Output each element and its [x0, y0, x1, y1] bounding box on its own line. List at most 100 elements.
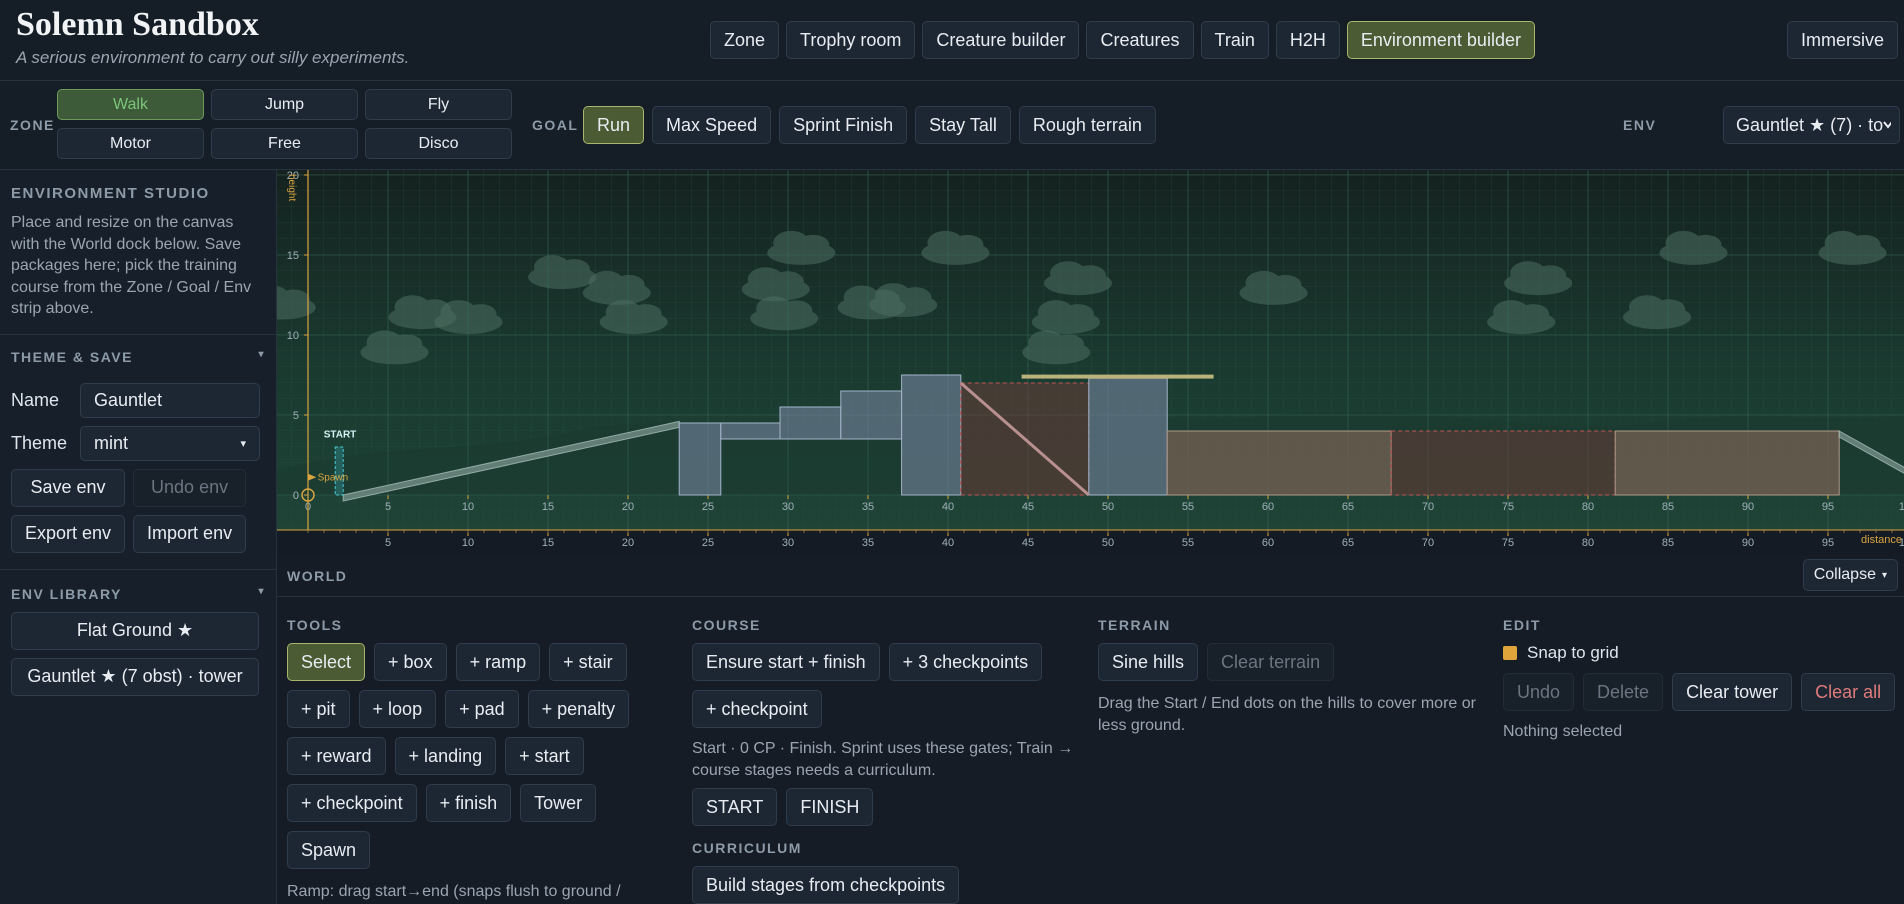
nav-button[interactable]: Train [1200, 21, 1269, 59]
nav-button[interactable]: Creatures [1086, 21, 1194, 59]
cloud-part [1534, 265, 1567, 286]
studio-heading: ENVIRONMENT STUDIO [11, 185, 210, 202]
zone-button[interactable]: Walk [57, 89, 204, 120]
nav-button[interactable]: H2H [1275, 21, 1340, 59]
course-section: COURSE Ensure start + finish + 3 checkpoi… [692, 617, 1092, 904]
curriculum-button[interactable]: Build stages from checkpoints [692, 866, 960, 904]
goal-label: GOAL [532, 117, 579, 133]
sidebar: ENVIRONMENT STUDIO Place and resize on t… [0, 170, 277, 904]
gate-button[interactable]: FINISH [786, 788, 874, 826]
x-tick-label: 90 [1742, 501, 1754, 513]
course-button[interactable]: Ensure start + finish [692, 643, 880, 681]
tools-hint: Ramp: drag start→end (snaps flush to gro… [287, 883, 621, 900]
library-item[interactable]: Gauntlet ★ (7 obst) · tower [11, 657, 259, 696]
sidebar-button[interactable]: Save env [11, 468, 126, 507]
ruler-label: 80 [1582, 537, 1594, 549]
course-note: Start · 0 CP · Finish. Sprint uses these… [692, 740, 1074, 779]
edit-button[interactable]: Undo [1503, 673, 1575, 711]
environment-canvas[interactable]: 0551010151520202525303035354040454550505… [277, 170, 1904, 555]
curriculum-heading: CURRICULUM [692, 840, 802, 856]
tool-button[interactable]: Select [287, 643, 366, 681]
library-title: ENV LIBRARY [11, 585, 122, 602]
edit-section: EDIT Snap to grid Undo Delete Clear tower C… [1503, 617, 1903, 743]
tool-button[interactable]: Tower [520, 784, 597, 822]
collapse-button[interactable]: Collapse ▾ [1802, 559, 1898, 591]
x-tick-label: 5 [385, 501, 391, 513]
library-heading[interactable]: ENV LIBRARY ▾ [11, 585, 265, 602]
tool-button[interactable]: + pad [445, 690, 519, 728]
cloud-part [629, 304, 662, 325]
library-item[interactable]: Flat Ground ★ [11, 611, 259, 650]
app-subtitle: A serious environment to carry out silly… [16, 48, 410, 67]
tool-button[interactable]: + stair [549, 643, 627, 681]
env-select[interactable]: Gauntlet ★ (7) · to [1723, 106, 1900, 144]
tool-button[interactable]: + penalty [527, 690, 630, 728]
goal-button[interactable]: Rough terrain [1018, 106, 1156, 144]
goal-button[interactable]: Run [583, 106, 645, 144]
edit-button[interactable]: Delete [1583, 673, 1664, 711]
zone-button[interactable]: Disco [365, 128, 512, 159]
tool-button[interactable]: + checkpoint [287, 784, 417, 822]
goal-button[interactable]: Stay Tall [915, 106, 1011, 144]
theme-save-heading[interactable]: THEME & SAVE ▾ [11, 348, 265, 365]
gate-button[interactable]: START [692, 788, 778, 826]
sidebar-button[interactable]: Undo env [133, 468, 247, 507]
cloud-part [951, 234, 984, 255]
nav-button[interactable]: Zone [710, 21, 780, 59]
zone-button[interactable]: Jump [211, 89, 358, 120]
cloud [869, 283, 938, 318]
terrain-button[interactable]: Sine hills [1098, 643, 1199, 681]
ruler-label: 60 [1262, 537, 1274, 549]
nav-button[interactable]: Creature builder [922, 21, 1080, 59]
tool-button[interactable]: + reward [287, 737, 386, 775]
snap-checkbox[interactable] [1503, 646, 1517, 660]
tool-button[interactable]: + finish [425, 784, 512, 822]
course-button[interactable]: + 3 checkpoints [888, 643, 1043, 681]
zone-button[interactable]: Fly [365, 89, 512, 120]
goal-buttons: Run Max Speed Sprint Finish Stay Tall Rough … [583, 106, 1156, 144]
x-tick-label: 50 [1102, 501, 1114, 513]
ruler-label: 100 [1899, 537, 1904, 549]
x-tick-label: 95 [1822, 501, 1834, 513]
zone-button[interactable]: Motor [57, 128, 204, 159]
zone-button[interactable]: Free [211, 128, 358, 159]
ruler-label: 55 [1182, 537, 1194, 549]
y-tick-label: 20 [287, 170, 299, 182]
x-tick-label: 85 [1662, 501, 1674, 513]
ruler-label: 75 [1502, 537, 1514, 549]
edit-button[interactable]: Clear tower [1672, 673, 1793, 711]
tool-button[interactable]: + loop [358, 690, 437, 728]
nav-button[interactable]: Trophy room [786, 21, 916, 59]
ruler-label: 65 [1342, 537, 1354, 549]
cloud [582, 270, 651, 305]
nav-button[interactable]: Environment builder [1346, 21, 1535, 59]
tool-button[interactable]: + ramp [455, 643, 541, 681]
y-tick-label: 5 [293, 410, 299, 422]
x-tick-label: 100 [1899, 501, 1904, 513]
world-dock: WORLD Collapse ▾ TOOLS Select + box + ramp +… [277, 555, 1904, 904]
tool-button[interactable]: + landing [394, 737, 497, 775]
sidebar-button[interactable]: Export env [11, 514, 126, 553]
theme-select[interactable]: mint ▾ [80, 425, 260, 461]
tool-button[interactable]: + pit [287, 690, 350, 728]
name-label: Name [11, 389, 60, 410]
pit [1390, 430, 1616, 496]
cloud-part [1653, 299, 1686, 320]
sidebar-button[interactable]: Import env [133, 514, 247, 553]
platform [1021, 374, 1214, 379]
tool-button[interactable]: Spawn [287, 831, 371, 869]
immersive-button[interactable]: Immersive [1787, 21, 1899, 59]
course-button[interactable]: + checkpoint [692, 690, 822, 728]
goal-button[interactable]: Sprint Finish [779, 106, 908, 144]
name-input[interactable]: Gauntlet [80, 382, 260, 418]
edit-button[interactable]: Clear all [1801, 673, 1896, 711]
cloud-part [1061, 304, 1094, 325]
tool-button[interactable]: + box [374, 643, 447, 681]
terrain-heading: TERRAIN [1098, 617, 1171, 633]
goal-button[interactable]: Max Speed [652, 106, 772, 144]
cloud-part [1848, 234, 1881, 255]
y-tick-label: 15 [287, 250, 299, 262]
terrain-button[interactable]: Clear terrain [1207, 643, 1335, 681]
tool-button[interactable]: + start [505, 737, 584, 775]
